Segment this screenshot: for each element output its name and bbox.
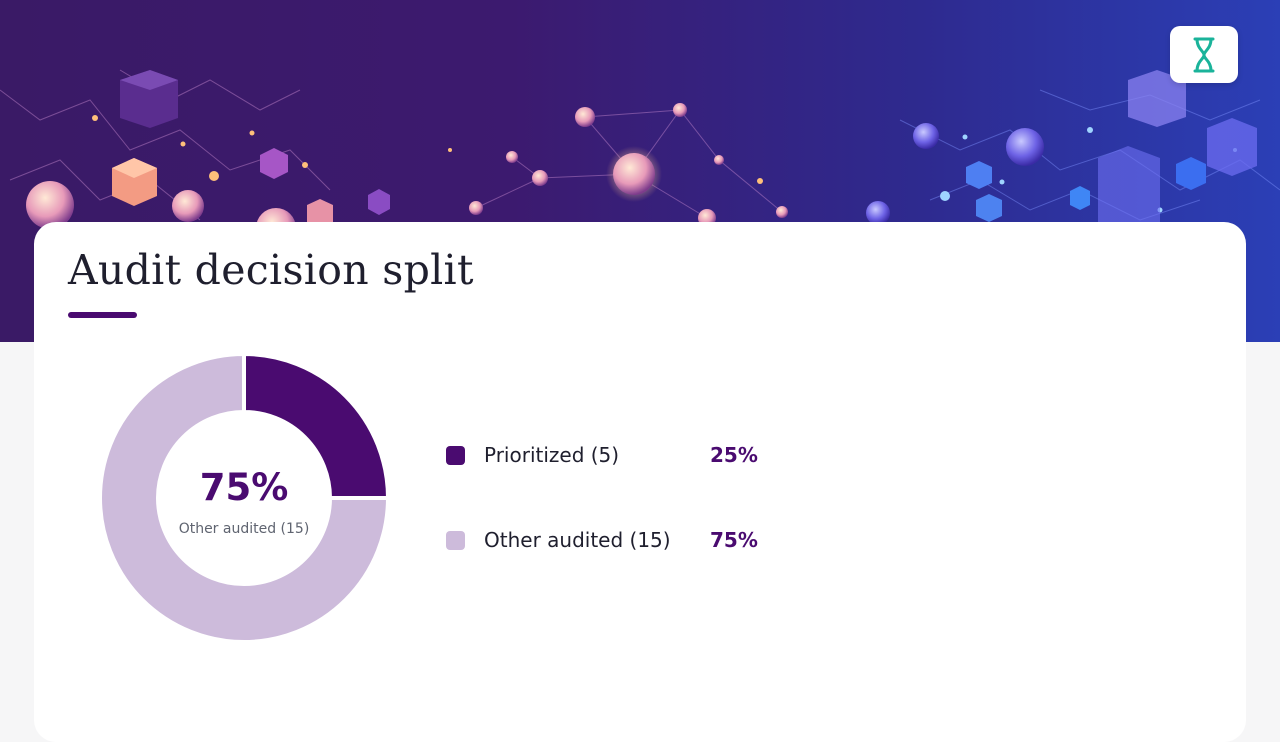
legend-swatch — [446, 531, 465, 550]
brand-logo — [1170, 26, 1238, 83]
hourglass-logo-icon — [1193, 37, 1215, 72]
legend-label: Other audited (15) — [484, 528, 671, 552]
page-title: Audit decision split — [68, 246, 474, 294]
legend-percent: 75% — [710, 528, 758, 552]
donut-slice-1 — [98, 351, 391, 644]
chart-card: Audit decision split 75% Other audited (… — [34, 222, 1246, 742]
legend-percent: 25% — [710, 443, 758, 467]
donut-center-label: Other audited (15) — [178, 521, 310, 537]
donut-slice-0 — [242, 351, 391, 500]
donut-center-value: 75% — [199, 466, 289, 509]
title-underline — [68, 312, 137, 318]
legend-label: Prioritized (5) — [484, 443, 620, 467]
donut-chart — [98, 351, 391, 644]
legend-swatch — [446, 446, 465, 465]
